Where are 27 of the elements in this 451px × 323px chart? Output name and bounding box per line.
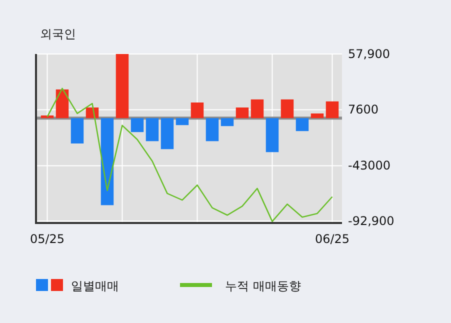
bar — [266, 118, 279, 152]
chart-title: 외국인 — [40, 27, 76, 41]
bar — [190, 102, 204, 118]
bar — [220, 118, 234, 126]
bar — [100, 118, 114, 206]
bar — [116, 54, 129, 118]
bar — [130, 118, 144, 132]
bar — [176, 118, 189, 126]
legend-label: 누적 매매동향 — [225, 279, 301, 293]
bar — [206, 118, 219, 142]
bar — [250, 99, 264, 118]
y-tick-label: -43000 — [348, 158, 391, 173]
bar — [70, 118, 84, 144]
y-tick-label: 7600 — [348, 102, 379, 117]
bar — [280, 99, 294, 118]
bar — [296, 118, 309, 132]
legend-일별매매: 일별매매 — [36, 279, 119, 293]
x-tick-label: 06/25 — [314, 232, 350, 246]
bar — [326, 101, 339, 118]
y-tick-label: 57,900 — [348, 47, 390, 61]
bar — [160, 118, 174, 150]
y-tick-label: -92,900 — [348, 214, 394, 228]
x-tick-label: 05/25 — [30, 232, 65, 246]
bar — [236, 107, 249, 118]
bar — [310, 113, 324, 118]
legend-label: 일별매매 — [71, 279, 119, 293]
bar — [146, 118, 159, 142]
